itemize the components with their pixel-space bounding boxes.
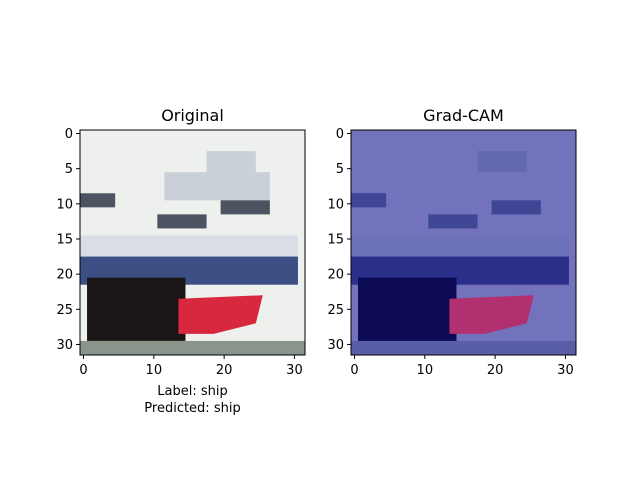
window-strip-right	[491, 200, 541, 215]
x-tick-label: 0	[350, 363, 358, 378]
window-strip-right	[220, 200, 270, 215]
predicted-caption: Predicted: ship	[144, 401, 240, 416]
mast-region	[206, 151, 256, 173]
y-tick-label: 5	[336, 162, 344, 177]
axes-frame	[79, 129, 306, 356]
x-tick-label: 20	[487, 363, 504, 378]
hull-dark-region	[87, 277, 186, 341]
gradcam-panel: Grad-CAM 0 10 20 30 0 5 10 15 20 25 30	[327, 106, 577, 378]
window-strip-left	[351, 193, 387, 208]
window-strip-left	[80, 193, 116, 208]
original-panel: Original 0 10 20 30 0 5 10 15 20 25 30 Label: ship Pr…	[56, 106, 306, 416]
y-tick-label: 10	[56, 197, 73, 212]
window-strip-mid	[157, 214, 207, 229]
label-caption: Label: ship	[157, 384, 227, 399]
y-tick-label: 25	[327, 303, 344, 318]
y-tick-label: 20	[327, 268, 344, 283]
y-tick-label: 30	[327, 338, 344, 353]
y-tick-label: 20	[56, 268, 73, 283]
superstructure-region	[351, 235, 569, 257]
x-tick-label: 20	[216, 363, 233, 378]
axes-frame	[350, 129, 577, 356]
y-tick-label: 0	[336, 127, 344, 142]
water-region	[80, 340, 305, 355]
panel-title: Original	[161, 106, 224, 125]
y-tick-label: 25	[56, 303, 73, 318]
x-tick-label: 10	[417, 363, 434, 378]
red-stripe-region	[449, 295, 534, 334]
hull-dark-region	[358, 277, 457, 341]
y-tick-label: 10	[327, 197, 344, 212]
y-tick-label: 0	[65, 127, 73, 142]
y-tick-label: 5	[65, 162, 73, 177]
water-region	[351, 340, 576, 355]
mast-region	[477, 151, 527, 173]
panel-title: Grad-CAM	[423, 106, 504, 125]
x-tick-label: 30	[557, 363, 574, 378]
x-tick-label: 10	[146, 363, 163, 378]
x-tick-label: 0	[79, 363, 87, 378]
y-tick-label: 15	[56, 232, 73, 247]
superstructure-region	[80, 235, 298, 257]
y-tick-label: 30	[56, 338, 73, 353]
y-tick-label: 15	[327, 232, 344, 247]
x-tick-label: 30	[286, 363, 303, 378]
upper-deck-region	[164, 172, 270, 201]
window-strip-mid	[428, 214, 478, 229]
red-stripe-region	[178, 295, 263, 334]
